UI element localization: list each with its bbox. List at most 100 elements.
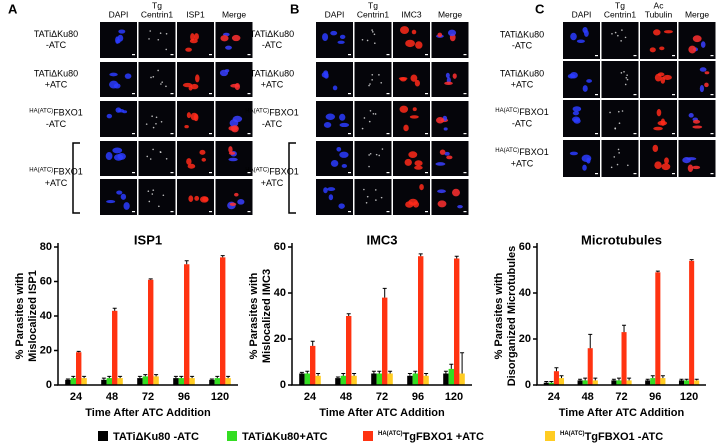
cell-signal bbox=[117, 108, 125, 113]
cell-signal bbox=[341, 164, 348, 168]
bar bbox=[582, 380, 588, 385]
cell-signal bbox=[572, 111, 580, 116]
error-bar bbox=[101, 377, 106, 380]
cell-signal bbox=[368, 120, 371, 123]
cell-signal bbox=[657, 120, 668, 126]
micrograph bbox=[100, 179, 137, 215]
error-bar bbox=[305, 370, 310, 374]
error-bar bbox=[559, 375, 564, 379]
cell-signal bbox=[158, 205, 160, 208]
cell-signal bbox=[405, 201, 414, 208]
micrograph bbox=[316, 141, 353, 176]
cell-signal bbox=[327, 187, 336, 192]
scale-bar bbox=[209, 172, 212, 174]
cell-signal bbox=[149, 158, 152, 160]
panel-label: C bbox=[535, 1, 545, 16]
scale-bar bbox=[595, 133, 598, 135]
cell-signal bbox=[410, 74, 418, 82]
row-label: -ATC bbox=[262, 40, 283, 50]
scale-bar bbox=[710, 173, 714, 175]
bar bbox=[335, 378, 341, 385]
micrograph bbox=[138, 141, 176, 176]
cell-signal bbox=[374, 189, 377, 191]
micrograph bbox=[100, 101, 137, 137]
column-header: DAPI bbox=[325, 9, 345, 19]
cell-signal bbox=[151, 193, 154, 195]
bar bbox=[106, 378, 112, 385]
cell-signal bbox=[323, 187, 328, 194]
scale-bar bbox=[386, 133, 390, 135]
panel-label: B bbox=[290, 1, 299, 16]
cell-signal bbox=[369, 152, 372, 155]
row-label: TATiΔKu80 bbox=[250, 29, 294, 39]
cell-signal bbox=[194, 33, 199, 41]
cell-signal bbox=[199, 149, 206, 155]
cell-signal bbox=[435, 162, 446, 166]
x-tick-label: 24 bbox=[548, 391, 561, 403]
error-bar bbox=[424, 373, 429, 376]
cell-signal bbox=[610, 166, 613, 169]
error-bar bbox=[454, 255, 459, 259]
cell-signal bbox=[363, 188, 365, 191]
micrograph bbox=[393, 179, 430, 215]
cell-signal bbox=[161, 81, 163, 83]
column-header: Centrin1 bbox=[604, 9, 636, 19]
row-label: HA(ATC)FBXO1 bbox=[29, 108, 82, 118]
bar bbox=[454, 258, 460, 385]
error-bar bbox=[694, 378, 699, 381]
scale-bar bbox=[595, 55, 598, 57]
cell-signal bbox=[231, 125, 239, 133]
bar bbox=[209, 379, 215, 385]
error-bar bbox=[118, 375, 123, 379]
error-bar bbox=[190, 375, 195, 379]
error-bar bbox=[220, 255, 225, 258]
bar bbox=[655, 272, 661, 385]
cell-signal bbox=[437, 189, 446, 194]
cell-signal bbox=[663, 30, 673, 34]
bar bbox=[70, 378, 76, 385]
micrograph bbox=[393, 101, 430, 137]
scale-bar bbox=[386, 54, 390, 56]
bar bbox=[220, 257, 226, 385]
cell-signal bbox=[624, 36, 627, 39]
legend-label: TATiΔKu80+ATC bbox=[242, 431, 328, 443]
cell-signal bbox=[165, 85, 167, 88]
bar bbox=[387, 373, 393, 385]
x-tick-label: 72 bbox=[142, 391, 154, 403]
cell-signal bbox=[398, 76, 408, 81]
scale-bar bbox=[247, 133, 251, 135]
panel-label: A bbox=[8, 1, 18, 16]
row-label: -ATC bbox=[512, 118, 533, 128]
scale-bar bbox=[348, 133, 351, 135]
micrograph bbox=[640, 100, 677, 137]
cell-signal bbox=[625, 76, 628, 79]
scale-bar bbox=[170, 93, 174, 95]
column-header: Tubulin bbox=[645, 9, 673, 19]
axes bbox=[291, 243, 472, 386]
error-bar bbox=[184, 260, 189, 265]
row-label: -ATC bbox=[46, 40, 67, 50]
cell-signal bbox=[652, 144, 659, 153]
cell-signal bbox=[234, 192, 239, 197]
scale-bar bbox=[348, 172, 351, 174]
bar bbox=[117, 378, 123, 385]
scale-bar bbox=[386, 211, 390, 213]
row-label-text: FBXO1 bbox=[53, 108, 83, 118]
micrograph bbox=[138, 22, 176, 58]
bar bbox=[371, 373, 377, 385]
scale-bar bbox=[386, 172, 390, 174]
scale-bar bbox=[595, 94, 598, 96]
x-tick-label: 48 bbox=[106, 391, 118, 403]
scale-bar bbox=[209, 133, 212, 135]
cell-signal bbox=[653, 126, 663, 131]
scale-bar bbox=[209, 54, 212, 56]
x-tick-label: 96 bbox=[178, 391, 190, 403]
cell-signal bbox=[570, 32, 577, 41]
scale-bar bbox=[132, 54, 135, 56]
row-label: -ATC bbox=[46, 119, 67, 129]
cell-signal bbox=[617, 34, 619, 37]
cell-signal bbox=[159, 151, 162, 154]
y-tick-label: 60 bbox=[274, 241, 286, 253]
y-tick-label: 0 bbox=[525, 379, 531, 391]
cell-signal bbox=[457, 205, 463, 209]
